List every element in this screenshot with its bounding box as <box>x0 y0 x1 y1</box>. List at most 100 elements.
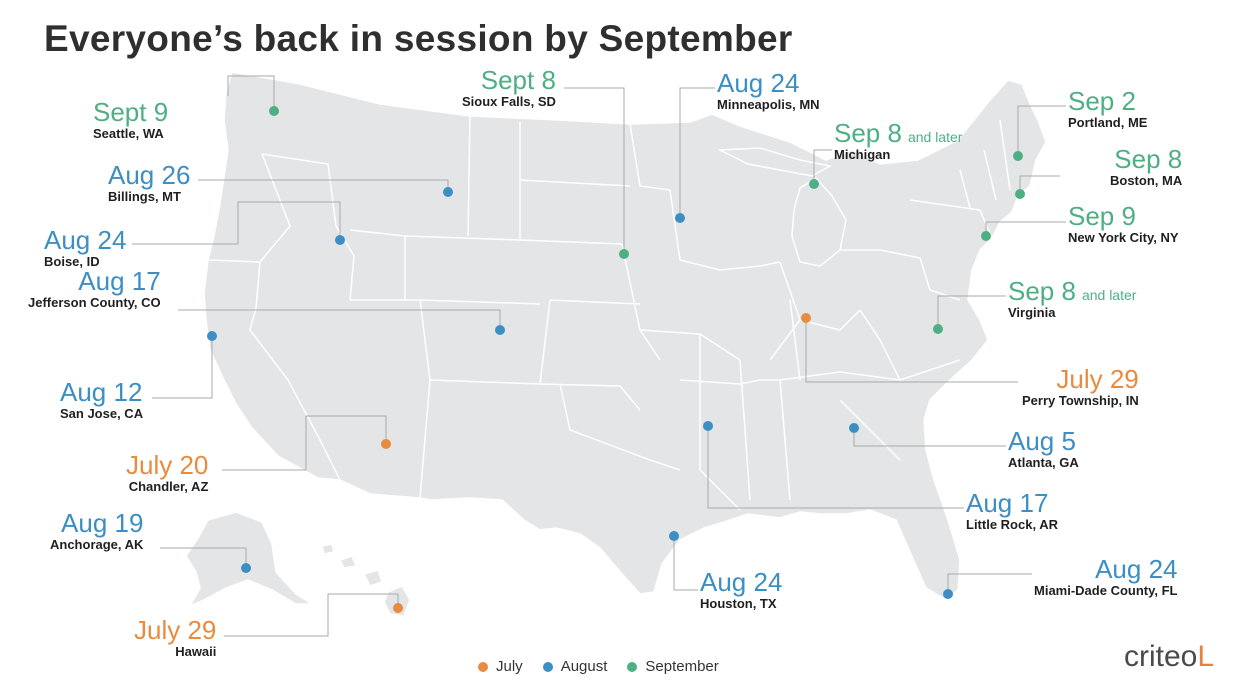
place-name: Seattle, WA <box>93 126 164 141</box>
place-name: Minneapolis, MN <box>717 97 820 112</box>
marker-boston-ma <box>1015 189 1025 199</box>
place-name: Sioux Falls, SD <box>462 94 556 109</box>
state-border <box>789 299 801 381</box>
leader-line-little-rock-ar <box>707 426 964 509</box>
city-label-jefferson-county-co: Aug 17 Jefferson County, CO <box>28 268 161 309</box>
marker-hawaii <box>393 603 403 613</box>
city-label-hawaii: July 29 Hawaii <box>134 617 216 658</box>
state-border <box>839 399 901 461</box>
city-label-new-york-city-ny: Sep 9 New York City, NY <box>1068 203 1179 244</box>
place-name: Michigan <box>834 147 891 162</box>
leader-line-portland-me <box>1017 105 1066 156</box>
state-border <box>859 309 901 381</box>
place-name: Virginia <box>1008 305 1056 320</box>
city-label-houston-tx: Aug 24 Houston, TX <box>700 569 782 610</box>
city-label-michigan: Sep 8 and later Michigan <box>834 120 962 161</box>
leader-line-minneapolis-mn <box>679 87 715 218</box>
leader-line-michigan <box>813 149 832 184</box>
marker-minneapolis-mn <box>675 213 685 223</box>
state-border <box>559 383 681 471</box>
state-border <box>519 179 631 187</box>
reopen-date: Aug 24 <box>44 225 127 255</box>
state-border <box>959 169 971 209</box>
alaska-landmass <box>185 511 315 608</box>
place-name: Atlanta, GA <box>1008 455 1079 470</box>
leader-line-hawaii <box>224 593 399 637</box>
state-border <box>909 199 993 239</box>
reopen-date: Sep 2 <box>1068 86 1136 116</box>
brand-name: criteo <box>1124 640 1198 673</box>
place-name: Boise, ID <box>44 254 100 269</box>
state-border <box>249 307 289 381</box>
legend-dot-icon <box>478 662 488 672</box>
marker-jefferson-county-co <box>495 325 505 335</box>
state-border <box>549 299 641 305</box>
place-name: Little Rock, AR <box>966 517 1058 532</box>
leader-line-jefferson-county-co <box>178 309 501 330</box>
city-label-boston-ma: Sep 8 Boston, MA <box>1110 146 1182 187</box>
leader-line-virginia <box>937 295 1006 329</box>
place-name: Chandler, AZ <box>128 479 209 494</box>
place-name: Billings, MT <box>108 189 181 204</box>
leader-line-sioux-falls-sd <box>564 87 625 254</box>
state-border <box>999 119 1011 191</box>
state-border <box>629 123 681 261</box>
marker-michigan <box>809 179 819 189</box>
michigan-lower-peninsula <box>791 177 847 267</box>
leader-line-perry-township-in <box>805 318 1018 383</box>
legend-dot-icon <box>627 662 638 672</box>
leader-line-boston-ma <box>1019 175 1060 194</box>
state-border <box>419 299 541 305</box>
legend-item-july: July <box>478 658 523 675</box>
reopen-date: Aug 24 <box>1095 554 1178 584</box>
reopen-date: July 29 <box>134 615 217 645</box>
place-name: Jefferson County, CO <box>28 295 161 310</box>
state-border <box>919 257 961 301</box>
place-name: Portland, ME <box>1068 115 1148 130</box>
place-name: Houston, TX <box>700 596 777 611</box>
reopen-date: Sept 8 <box>480 65 556 95</box>
marker-portland-me <box>1013 151 1023 161</box>
reopen-date: Sep 8 and later <box>1008 276 1137 306</box>
leader-line-anchorage-ak <box>160 547 247 568</box>
city-label-billings-mt: Aug 26 Billings, MT <box>108 162 190 203</box>
state-border <box>699 334 741 511</box>
brand-mark: L <box>1197 640 1215 673</box>
hawaii-maui <box>362 569 383 587</box>
city-label-perry-township-in: July 29 Perry Township, IN <box>1022 366 1139 407</box>
city-label-portland-me: Sep 2 Portland, ME <box>1068 88 1147 129</box>
city-label-chandler-az: July 20 Chandler, AZ <box>126 452 208 493</box>
state-border <box>679 259 781 271</box>
marker-houston-tx <box>669 531 679 541</box>
marker-miami-dade-county-fl <box>943 589 953 599</box>
city-label-seattle-wa: Sept 9 Seattle, WA <box>93 99 168 140</box>
state-border <box>739 359 751 501</box>
legend-item-september: September <box>627 658 719 675</box>
city-label-anchorage-ak: Aug 19 Anchorage, AK <box>50 510 143 551</box>
legend-label: July <box>496 658 523 675</box>
leader-line-houston-tx <box>673 536 698 591</box>
marker-atlanta-ga <box>849 423 859 433</box>
hawaii-kauai <box>321 543 335 555</box>
reopen-date: Sept 9 <box>93 97 169 127</box>
reopen-date: Aug 17 <box>78 266 161 296</box>
place-name: New York City, NY <box>1068 230 1179 245</box>
state-border <box>539 383 641 411</box>
legend-label: September <box>645 658 719 675</box>
reopen-date: Aug 24 <box>700 567 783 597</box>
reopen-date: July 29 <box>1056 364 1139 394</box>
reopen-date: Aug 19 <box>61 508 144 538</box>
date-qualifier: and later <box>907 129 963 145</box>
city-label-san-jose-ca: Aug 12 San Jose, CA <box>60 379 143 420</box>
criteo-logo-icon: criteoL <box>1124 640 1214 674</box>
city-label-minneapolis-mn: Aug 24 Minneapolis, MN <box>717 70 820 111</box>
marker-new-york-city-ny <box>981 231 991 241</box>
reopen-date: July 20 <box>126 450 209 480</box>
state-border <box>287 379 341 481</box>
place-name: Anchorage, AK <box>50 537 144 552</box>
place-name: Boston, MA <box>1110 173 1183 188</box>
michigan-upper-peninsula <box>717 147 833 177</box>
marker-billings-mt <box>443 187 453 197</box>
reopen-date: Aug 5 <box>1008 426 1076 456</box>
